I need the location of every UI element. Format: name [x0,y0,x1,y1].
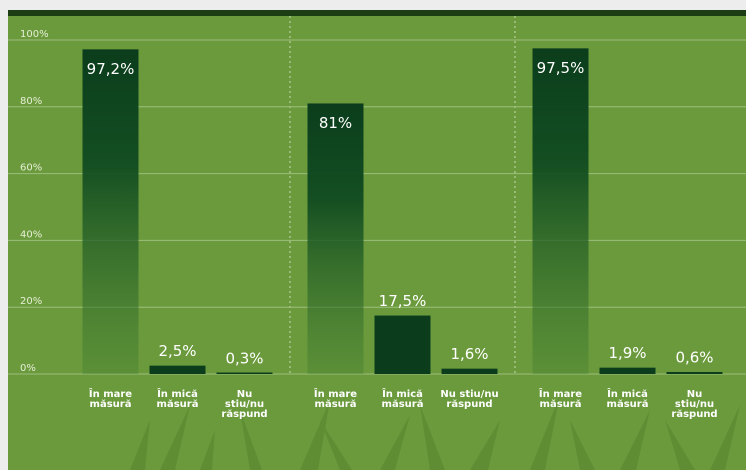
y-tick-label: 20% [20,296,42,307]
bar [217,373,273,375]
x-tick-label: măsură [607,399,649,410]
page: {"chart_data": [ {"type": "bar", "color"… [0,0,746,470]
x-tick-label: răspund [221,409,267,420]
x-tick-label: măsură [315,399,357,410]
bar [442,369,498,374]
y-tick-label: 0% [20,363,36,374]
x-tick-label: măsură [157,399,199,410]
value-label: 0,3% [225,349,263,367]
bar [375,316,431,374]
value-label: 97,2% [87,60,135,78]
x-tick-label: răspund [671,409,717,420]
x-tick-label: măsură [90,399,132,410]
top-band [8,10,746,16]
bar [667,372,723,374]
value-label: 81% [319,114,352,132]
value-label: 2,5% [158,342,196,360]
y-tick-label: 40% [20,229,42,240]
y-tick-label: 60% [20,163,42,174]
bar [150,366,206,374]
y-tick-label: 80% [20,96,42,107]
bar [600,368,656,374]
bar [533,48,589,374]
bar [308,103,364,374]
value-label: 1,9% [608,344,646,362]
chart: 0%20%40%60%80%100%97,2%În maremăsură2,5%… [0,0,746,470]
x-tick-label: măsură [540,399,582,410]
x-tick-label: răspund [446,399,492,410]
value-label: 97,5% [537,59,585,77]
x-tick-label: măsură [382,399,424,410]
value-label: 17,5% [379,292,427,310]
bar [83,49,139,374]
y-tick-label: 100% [20,29,49,40]
value-label: 1,6% [450,345,488,363]
value-label: 0,6% [675,348,713,366]
